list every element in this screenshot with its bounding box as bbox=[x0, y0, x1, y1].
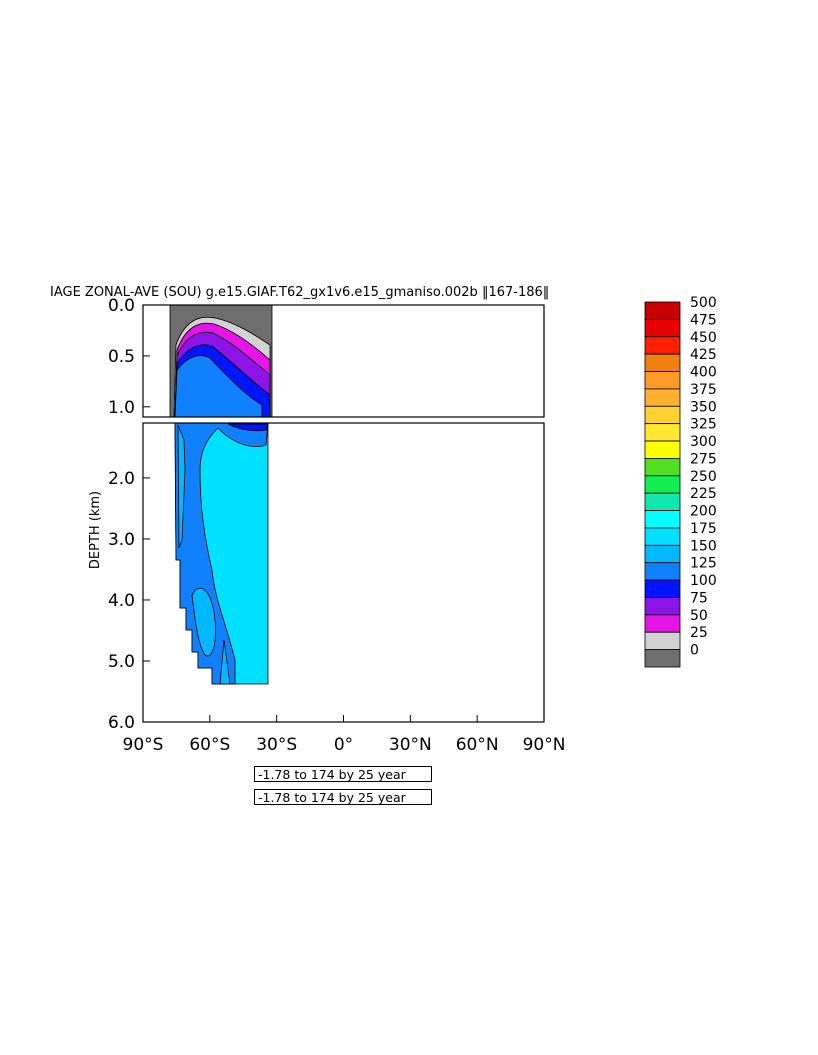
x-tick-label: 30°N bbox=[389, 735, 432, 755]
colorbar-label: 25 bbox=[690, 625, 708, 641]
y-tick-label: 3.0 bbox=[108, 530, 135, 550]
colorbar-label: 250 bbox=[690, 469, 717, 485]
colorbar-swatch bbox=[644, 562, 681, 581]
colorbar-swatch bbox=[644, 371, 681, 390]
colorbar-swatch bbox=[644, 649, 681, 668]
colorbar-swatch bbox=[644, 388, 681, 407]
colorbar-swatch bbox=[644, 336, 681, 355]
y-tick-label: 1.0 bbox=[108, 398, 135, 418]
colorbar-label: 275 bbox=[690, 451, 717, 467]
contour-note-1: -1.78 to 174 by 25 year bbox=[254, 766, 432, 782]
colorbar-swatch bbox=[644, 579, 681, 598]
colorbar-swatch bbox=[644, 440, 681, 459]
colorbar-swatch bbox=[644, 475, 681, 494]
colorbar-label: 75 bbox=[690, 590, 708, 606]
colorbar-label: 50 bbox=[690, 608, 708, 624]
colorbar-label: 150 bbox=[690, 538, 717, 554]
colorbar-label: 300 bbox=[690, 434, 717, 450]
colorbar-label: 200 bbox=[690, 504, 717, 520]
colorbar-swatch bbox=[644, 492, 681, 511]
x-tick-label: 90°S bbox=[123, 735, 164, 755]
age-region-bottom-175 bbox=[219, 639, 231, 685]
upper-panel-frame bbox=[142, 304, 545, 418]
colorbar-label: 325 bbox=[690, 417, 717, 433]
y-tick-label: 4.0 bbox=[108, 591, 135, 611]
y-tick-label: 6.0 bbox=[108, 713, 135, 733]
chart-title: IAGE ZONAL-AVE (SOU) g.e15.GIAF.T62_gx1v… bbox=[50, 285, 550, 300]
y-tick-label: 5.0 bbox=[108, 652, 135, 672]
colorbar-swatch bbox=[644, 301, 681, 320]
age-region-deep-175 bbox=[191, 587, 216, 657]
colorbar-swatch bbox=[644, 423, 681, 442]
lower-panel-field bbox=[174, 423, 269, 685]
colorbar-label: 475 bbox=[690, 312, 717, 328]
colorbar-label: 450 bbox=[690, 330, 717, 346]
colorbar-swatch bbox=[644, 458, 681, 477]
colorbar-swatch bbox=[644, 318, 681, 338]
colorbar-swatch bbox=[644, 614, 681, 633]
y-tick-label: 2.0 bbox=[108, 469, 135, 489]
x-tick-label: 60°N bbox=[456, 735, 499, 755]
age-region-top-125 bbox=[227, 423, 269, 432]
x-tick-label: 60°S bbox=[189, 735, 230, 755]
age-region-inner-175 bbox=[177, 424, 186, 549]
contour-note-2: -1.78 to 174 by 25 year bbox=[254, 789, 432, 805]
colorbar-swatch bbox=[644, 544, 681, 564]
upper-panel-field bbox=[169, 305, 273, 417]
colorbar-label: 175 bbox=[690, 521, 717, 537]
colorbar-label: 425 bbox=[690, 347, 717, 363]
colorbar-label: 400 bbox=[690, 365, 717, 381]
colorbar-swatch bbox=[644, 631, 681, 651]
colorbar-label: 125 bbox=[690, 556, 717, 572]
colorbar-label: 350 bbox=[690, 399, 717, 415]
colorbar-swatch bbox=[644, 353, 681, 372]
colorbar-swatch bbox=[644, 510, 681, 529]
age-region-125-150 bbox=[174, 355, 263, 417]
x-tick-label: 90°N bbox=[523, 735, 566, 755]
y-tick-label: 0.5 bbox=[108, 347, 135, 367]
colorbar-swatch bbox=[644, 405, 681, 425]
y-axis-label: DEPTH (km) bbox=[88, 491, 103, 569]
x-tick-label: 30°S bbox=[256, 735, 297, 755]
colorbar-label: 225 bbox=[690, 486, 717, 502]
y-tick-label: 0.0 bbox=[108, 296, 135, 316]
colorbar-label: 100 bbox=[690, 573, 717, 589]
x-tick-label: 0° bbox=[334, 735, 353, 755]
colorbar-label: 375 bbox=[690, 382, 717, 398]
colorbar-swatch bbox=[644, 527, 681, 546]
colorbar-label: 0 bbox=[690, 643, 699, 659]
colorbar-label: 500 bbox=[690, 295, 717, 311]
colorbar-swatch bbox=[644, 597, 681, 616]
